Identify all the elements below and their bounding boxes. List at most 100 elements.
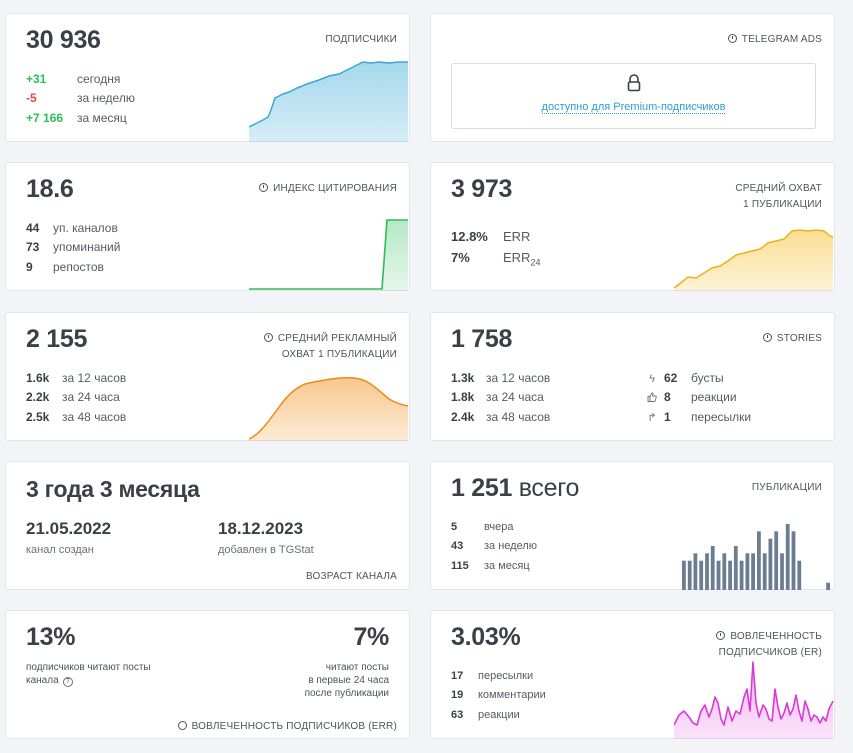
subscribers-row-month: +7 166 за месяц <box>26 111 127 125</box>
age-card: 3 года 3 месяца 21.05.2022 канал создан … <box>5 461 410 590</box>
citation-row: 73 упоминаний <box>26 240 120 254</box>
row-value: 1.3k <box>451 371 475 385</box>
publication-bar <box>722 553 727 590</box>
ad-reach-row: 1.6k за 12 часов <box>26 371 126 385</box>
info-icon <box>762 333 772 342</box>
row-value: 43 <box>451 540 464 552</box>
publication-bar <box>774 531 779 590</box>
subscribers-row-today: +31 сегодня <box>26 72 120 86</box>
row-value: 1.8k <box>451 390 475 404</box>
row-value: 2.4k <box>451 410 475 424</box>
footer-text: ВОВЛЕЧЕННОСТЬ ПОДПИСЧИКОВ (ERR) <box>191 721 397 732</box>
publication-bar <box>699 560 704 590</box>
row-label: за 48 часов <box>486 410 551 424</box>
er-card[interactable]: 3.03% ВОВЛЕЧЕННОСТЬ ПОДПИСЧИКОВ (ER) 17 пе… <box>430 610 835 739</box>
row-label: вчера <box>484 521 514 533</box>
stories-title: STORIES <box>776 333 822 344</box>
ad-reach-sparkline <box>249 377 409 441</box>
publication-bar <box>826 582 830 590</box>
row-label-sub: 24 <box>530 257 541 268</box>
ad-reach-card[interactable]: 2 155 СРЕДНИЙ РЕКЛАМНЫЙ ОХВАТ 1 ПУБЛИКАЦИ… <box>5 312 410 441</box>
stories-boosts-row: ϟ 62 бусты <box>646 371 724 386</box>
info-icon <box>259 183 269 192</box>
row-value: 5 <box>451 521 458 533</box>
title-line: СРЕДНИЙ ОХВАТ <box>735 183 822 194</box>
lock-icon <box>627 74 641 92</box>
publication-bar <box>739 560 744 590</box>
stories-row: 1.8k за 24 часа <box>451 390 544 404</box>
citation-header: ИНДЕКС ЦИТИРОВАНИЯ <box>259 181 397 197</box>
row-value: -5 <box>26 91 37 105</box>
publications-card[interactable]: 1 251 всего ПУБЛИКАЦИИ 5 вчера 43 за недел… <box>430 461 835 590</box>
stories-row: 1.3k за 12 часов <box>451 371 550 385</box>
row-value: 63 <box>451 709 464 721</box>
premium-link-text[interactable]: доступно для Premium-подписчиков <box>541 101 726 114</box>
sparkline-area <box>674 662 833 739</box>
row-value: 8 <box>664 390 671 404</box>
label-line: после публикации <box>304 688 389 699</box>
avg-reach-card[interactable]: 3 973 СРЕДНИЙ ОХВАТ 1 ПУБЛИКАЦИИ 12.8% ERR… <box>430 162 835 291</box>
premium-link[interactable]: доступно для Premium-подписчиков <box>452 101 815 114</box>
stories-row: 2.4k за 48 часов <box>451 410 550 424</box>
avg-reach-title: СРЕДНИЙ ОХВАТ 1 ПУБЛИКАЦИИ <box>735 181 822 213</box>
label-line: читают посты <box>325 662 389 673</box>
sparkline-line <box>674 229 834 289</box>
title-line: ВОВЛЕЧЕННОСТЬ <box>730 631 822 642</box>
title-line: ОХВАТ 1 ПУБЛИКАЦИИ <box>281 349 397 360</box>
publications-title: ПУБЛИКАЦИИ <box>751 482 822 493</box>
row-label: за 12 часов <box>62 371 127 385</box>
publications-row: 115 за месяц <box>451 559 530 573</box>
telegram-ads-header: TELEGRAM ADS <box>727 32 822 48</box>
read-24h-label: читают посты в первые 24 часа после публ… <box>305 661 389 700</box>
row-label: за неделю <box>77 91 135 105</box>
age-value: 3 года 3 месяца <box>26 476 200 502</box>
row-value: +7 166 <box>26 111 64 125</box>
ad-reach-value: 2 155 <box>26 325 88 353</box>
publication-bar <box>705 553 709 590</box>
help-icon[interactable]: ? <box>62 677 73 687</box>
info-icon <box>716 631 726 640</box>
publication-bar <box>751 553 755 590</box>
publications-count: 1 251 <box>451 474 513 502</box>
row-value: 73 <box>26 240 40 254</box>
row-label: ERR <box>503 250 531 265</box>
publication-bar <box>780 553 784 590</box>
publication-bar <box>733 546 738 590</box>
publications-row: 5 вчера <box>451 520 513 534</box>
row-value: 44 <box>26 221 40 235</box>
sparkline-line <box>249 219 408 290</box>
publication-bar <box>785 524 790 590</box>
row-label: за 24 часа <box>486 390 544 404</box>
publication-bar <box>693 553 698 590</box>
row-label: за 48 часов <box>62 410 127 424</box>
subscribers-row-week: -5 за неделю <box>26 91 135 105</box>
sparkline-area <box>674 230 833 291</box>
citation-card[interactable]: 18.6 ИНДЕКС ЦИТИРОВАНИЯ 44 уп. каналов 73… <box>5 162 410 291</box>
row-label: за месяц <box>77 111 127 125</box>
subs-read-pct: 13% <box>26 623 76 651</box>
subscribers-card[interactable]: 30 936 ПОДПИСЧИКИ +31 сегодня -5 за неделю… <box>5 13 410 142</box>
sparkline-line <box>674 661 834 726</box>
row-value: 2.5k <box>26 410 50 424</box>
publication-bar <box>797 560 802 590</box>
subscribers-title: ПОДПИСЧИКИ <box>325 34 397 45</box>
label-line-2: канала? <box>26 674 151 687</box>
created-date: 21.05.2022 <box>26 519 112 538</box>
row-value: 115 <box>451 560 469 572</box>
row-value: 7% <box>451 250 470 265</box>
row-label: пересылки <box>691 410 752 424</box>
subs-read-label: подписчиков читают посты канала? <box>26 661 151 687</box>
stories-card[interactable]: 1 758 STORIES 1.3k за 12 часов 1.8k за 24 … <box>430 312 835 441</box>
added-label: добавлен в TGStat <box>218 544 314 556</box>
boost-icon: ϟ <box>649 373 655 385</box>
row-label: репостов <box>53 260 104 274</box>
er-value: 3.03% <box>451 623 521 651</box>
age-footer: ВОЗРАСТ КАНАЛА <box>305 571 397 582</box>
publication-bar <box>687 560 692 590</box>
er-title: ВОВЛЕЧЕННОСТЬ ПОДПИСЧИКОВ (ER) <box>716 629 822 661</box>
sparkline-area <box>382 220 408 291</box>
publication-bar <box>710 546 715 590</box>
row-value: 9 <box>26 260 33 274</box>
citation-value: 18.6 <box>26 175 74 203</box>
thumbs-up-icon <box>646 391 658 405</box>
